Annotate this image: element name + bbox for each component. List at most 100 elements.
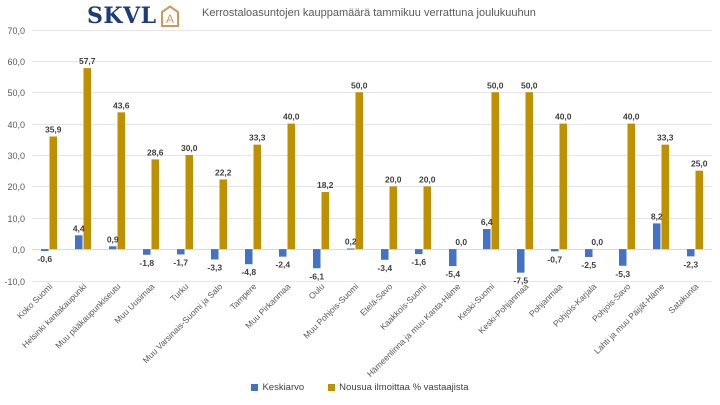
y-tick-label: 40,0 <box>7 120 25 130</box>
data-label: 50,0 <box>487 80 504 90</box>
y-axis-ticks: -10,0 0,0 10,0 20,0 30,0 40,0 50,0 60,0 70,0 <box>4 26 25 287</box>
x-tick-label: Lahti ja muu Päijät-Häme <box>592 281 667 356</box>
legend-item-keskiarvo: Keskiarvo <box>251 382 304 393</box>
bar-nousua <box>423 186 431 250</box>
bar-keskiarvo <box>211 249 219 260</box>
bar-nousua <box>627 123 635 250</box>
bar-keskiarvo <box>483 229 491 250</box>
data-label: 30,0 <box>181 143 198 153</box>
bar-nousua <box>49 136 57 250</box>
data-label: -6,1 <box>309 271 324 281</box>
data-label: -4,8 <box>241 267 256 277</box>
data-label: 0,9 <box>107 234 119 244</box>
data-label: -2,3 <box>683 259 698 269</box>
bar-keskiarvo <box>313 249 321 269</box>
data-label: -0,7 <box>547 254 562 264</box>
data-label: 8,2 <box>651 211 663 221</box>
bar-keskiarvo <box>381 249 389 260</box>
bar-keskiarvo <box>687 249 695 257</box>
data-label: 40,0 <box>623 112 640 122</box>
y-tick-label: 60,0 <box>7 57 25 67</box>
bar-keskiarvo <box>551 249 559 252</box>
bar-keskiarvo <box>585 249 593 257</box>
logo-mark-letter: A <box>166 12 174 26</box>
data-label: 6,4 <box>481 217 493 227</box>
data-label: 50,0 <box>521 80 538 90</box>
x-tick-label: Turku <box>168 281 190 303</box>
skvl-logo: SKVL A <box>87 3 180 29</box>
bar-keskiarvo <box>449 249 457 267</box>
legend-swatch-nousua <box>328 384 336 391</box>
bar-nousua <box>525 92 533 250</box>
bar-keskiarvo <box>75 235 83 250</box>
bar-nousua <box>321 192 329 250</box>
data-label: -3,3 <box>207 262 222 272</box>
legend: Keskiarvo Nousua ilmoittaa % vastaajista <box>0 382 720 393</box>
data-label: 40,0 <box>555 112 572 122</box>
bar-keskiarvo <box>279 249 287 257</box>
bar-keskiarvo <box>245 249 253 265</box>
data-label: 50,0 <box>351 80 368 90</box>
bar-nousua <box>253 144 261 250</box>
data-label: 40,0 <box>283 112 300 122</box>
x-tick-label: Helsinki kantakaupunki <box>20 281 89 350</box>
data-label: -0,6 <box>37 254 52 264</box>
y-tick-label: 20,0 <box>7 182 25 192</box>
data-label: 20,0 <box>419 174 436 184</box>
data-label: 20,0 <box>385 174 402 184</box>
legend-label-keskiarvo: Keskiarvo <box>262 382 305 393</box>
bars <box>41 68 703 273</box>
bar-nousua <box>185 155 193 250</box>
bar-keskiarvo <box>653 223 661 250</box>
x-tick-label: Oulu <box>307 281 327 301</box>
bar-keskiarvo <box>619 249 627 266</box>
y-tick-label: 0,0 <box>12 245 25 255</box>
data-label: -7,5 <box>513 276 528 286</box>
data-label: 35,9 <box>45 124 62 134</box>
legend-item-nousua: Nousua ilmoittaa % vastaajista <box>328 382 469 393</box>
bar-nousua <box>389 186 397 250</box>
bar-keskiarvo <box>517 249 525 273</box>
bar-nousua <box>661 144 669 250</box>
y-tick-label: 30,0 <box>7 151 25 161</box>
data-label: 57,7 <box>79 56 96 66</box>
bar-nousua <box>695 170 703 250</box>
bar-keskiarvo <box>143 249 151 255</box>
legend-swatch-keskiarvo <box>251 384 259 391</box>
data-label: 33,3 <box>657 133 674 143</box>
chart-title: Kerrostaloasuntojen kauppamäärä tammikuu… <box>202 7 536 19</box>
bar-nousua <box>287 123 295 250</box>
bar-nousua <box>151 159 159 250</box>
bar-keskiarvo <box>415 249 423 255</box>
data-label: -2,4 <box>275 260 290 270</box>
x-tick-label: Muu pääkaupunkiseutu <box>53 281 122 350</box>
bar-nousua <box>559 123 567 250</box>
gridlines <box>32 30 712 282</box>
house-a-logo-icon: A <box>160 5 179 27</box>
data-label: 22,2 <box>215 167 232 177</box>
legend-label-nousua: Nousua ilmoittaa % vastaajista <box>339 382 469 393</box>
data-label: -5,4 <box>445 269 460 279</box>
y-tick-label: 70,0 <box>7 26 25 36</box>
y-tick-label: -10,0 <box>4 277 25 287</box>
data-label: -3,4 <box>377 263 392 273</box>
data-label: 4,4 <box>73 223 85 233</box>
bar-nousua <box>491 92 499 250</box>
data-label: 0,2 <box>345 236 357 246</box>
x-tick-label: Satakunta <box>666 281 700 315</box>
bar-keskiarvo <box>109 246 117 250</box>
bar-nousua <box>355 92 363 250</box>
data-label: 28,6 <box>147 147 164 157</box>
bar-keskiarvo <box>347 248 355 250</box>
data-label: -1,8 <box>139 258 154 268</box>
data-label: 33,3 <box>249 133 266 143</box>
data-label: 43,6 <box>113 100 130 110</box>
bar-keskiarvo <box>41 249 49 252</box>
data-label: 25,0 <box>691 159 708 169</box>
bar-nousua <box>219 179 227 250</box>
bar-nousua <box>83 68 91 250</box>
data-label: 18,2 <box>317 180 334 190</box>
x-tick-label: Tampere <box>228 281 259 312</box>
